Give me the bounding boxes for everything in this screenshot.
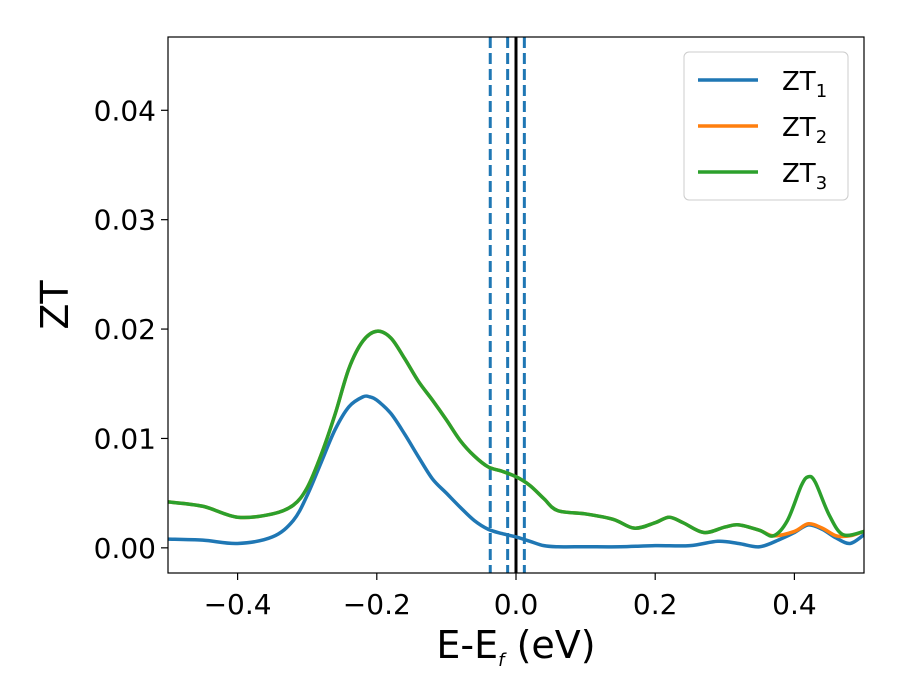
legend-label-zt1: ZT1 <box>782 67 827 102</box>
y-tick-label: 0.02 <box>94 313 156 346</box>
x-axis-ticks: −0.4 −0.2 0.0 0.2 0.4 <box>204 573 817 621</box>
legend: ZT1 ZT2 ZT3 <box>683 51 849 201</box>
y-tick-label: 0.00 <box>94 532 156 565</box>
y-tick-label: 0.03 <box>94 204 156 237</box>
x-tick-label: 0.2 <box>633 588 678 621</box>
x-axis-label-unit: (eV) <box>504 623 595 667</box>
series-lines <box>168 329 864 549</box>
legend-box <box>683 51 849 201</box>
y-axis-ticks: 0.00 0.01 0.02 0.03 0.04 <box>94 94 168 565</box>
x-axis-label-main: E-E <box>436 623 498 667</box>
x-tick-label: 0.4 <box>772 588 817 621</box>
x-tick-label: 0.0 <box>494 588 539 621</box>
legend-label-zt3: ZT3 <box>782 159 827 194</box>
y-axis-label: ZT <box>33 280 77 330</box>
x-axis-label-subscript: f <box>498 650 507 671</box>
legend-label-zt2: ZT2 <box>782 113 827 148</box>
x-axis-label: E-Ef (eV) <box>436 623 595 671</box>
x-tick-label: −0.4 <box>204 588 272 621</box>
reference-lines <box>488 37 526 573</box>
series-line-zt3 <box>168 329 864 538</box>
y-tick-label: 0.04 <box>94 94 156 127</box>
x-tick-label: −0.2 <box>343 588 411 621</box>
y-tick-label: 0.01 <box>94 422 156 455</box>
series-line-zt1 <box>168 394 864 549</box>
